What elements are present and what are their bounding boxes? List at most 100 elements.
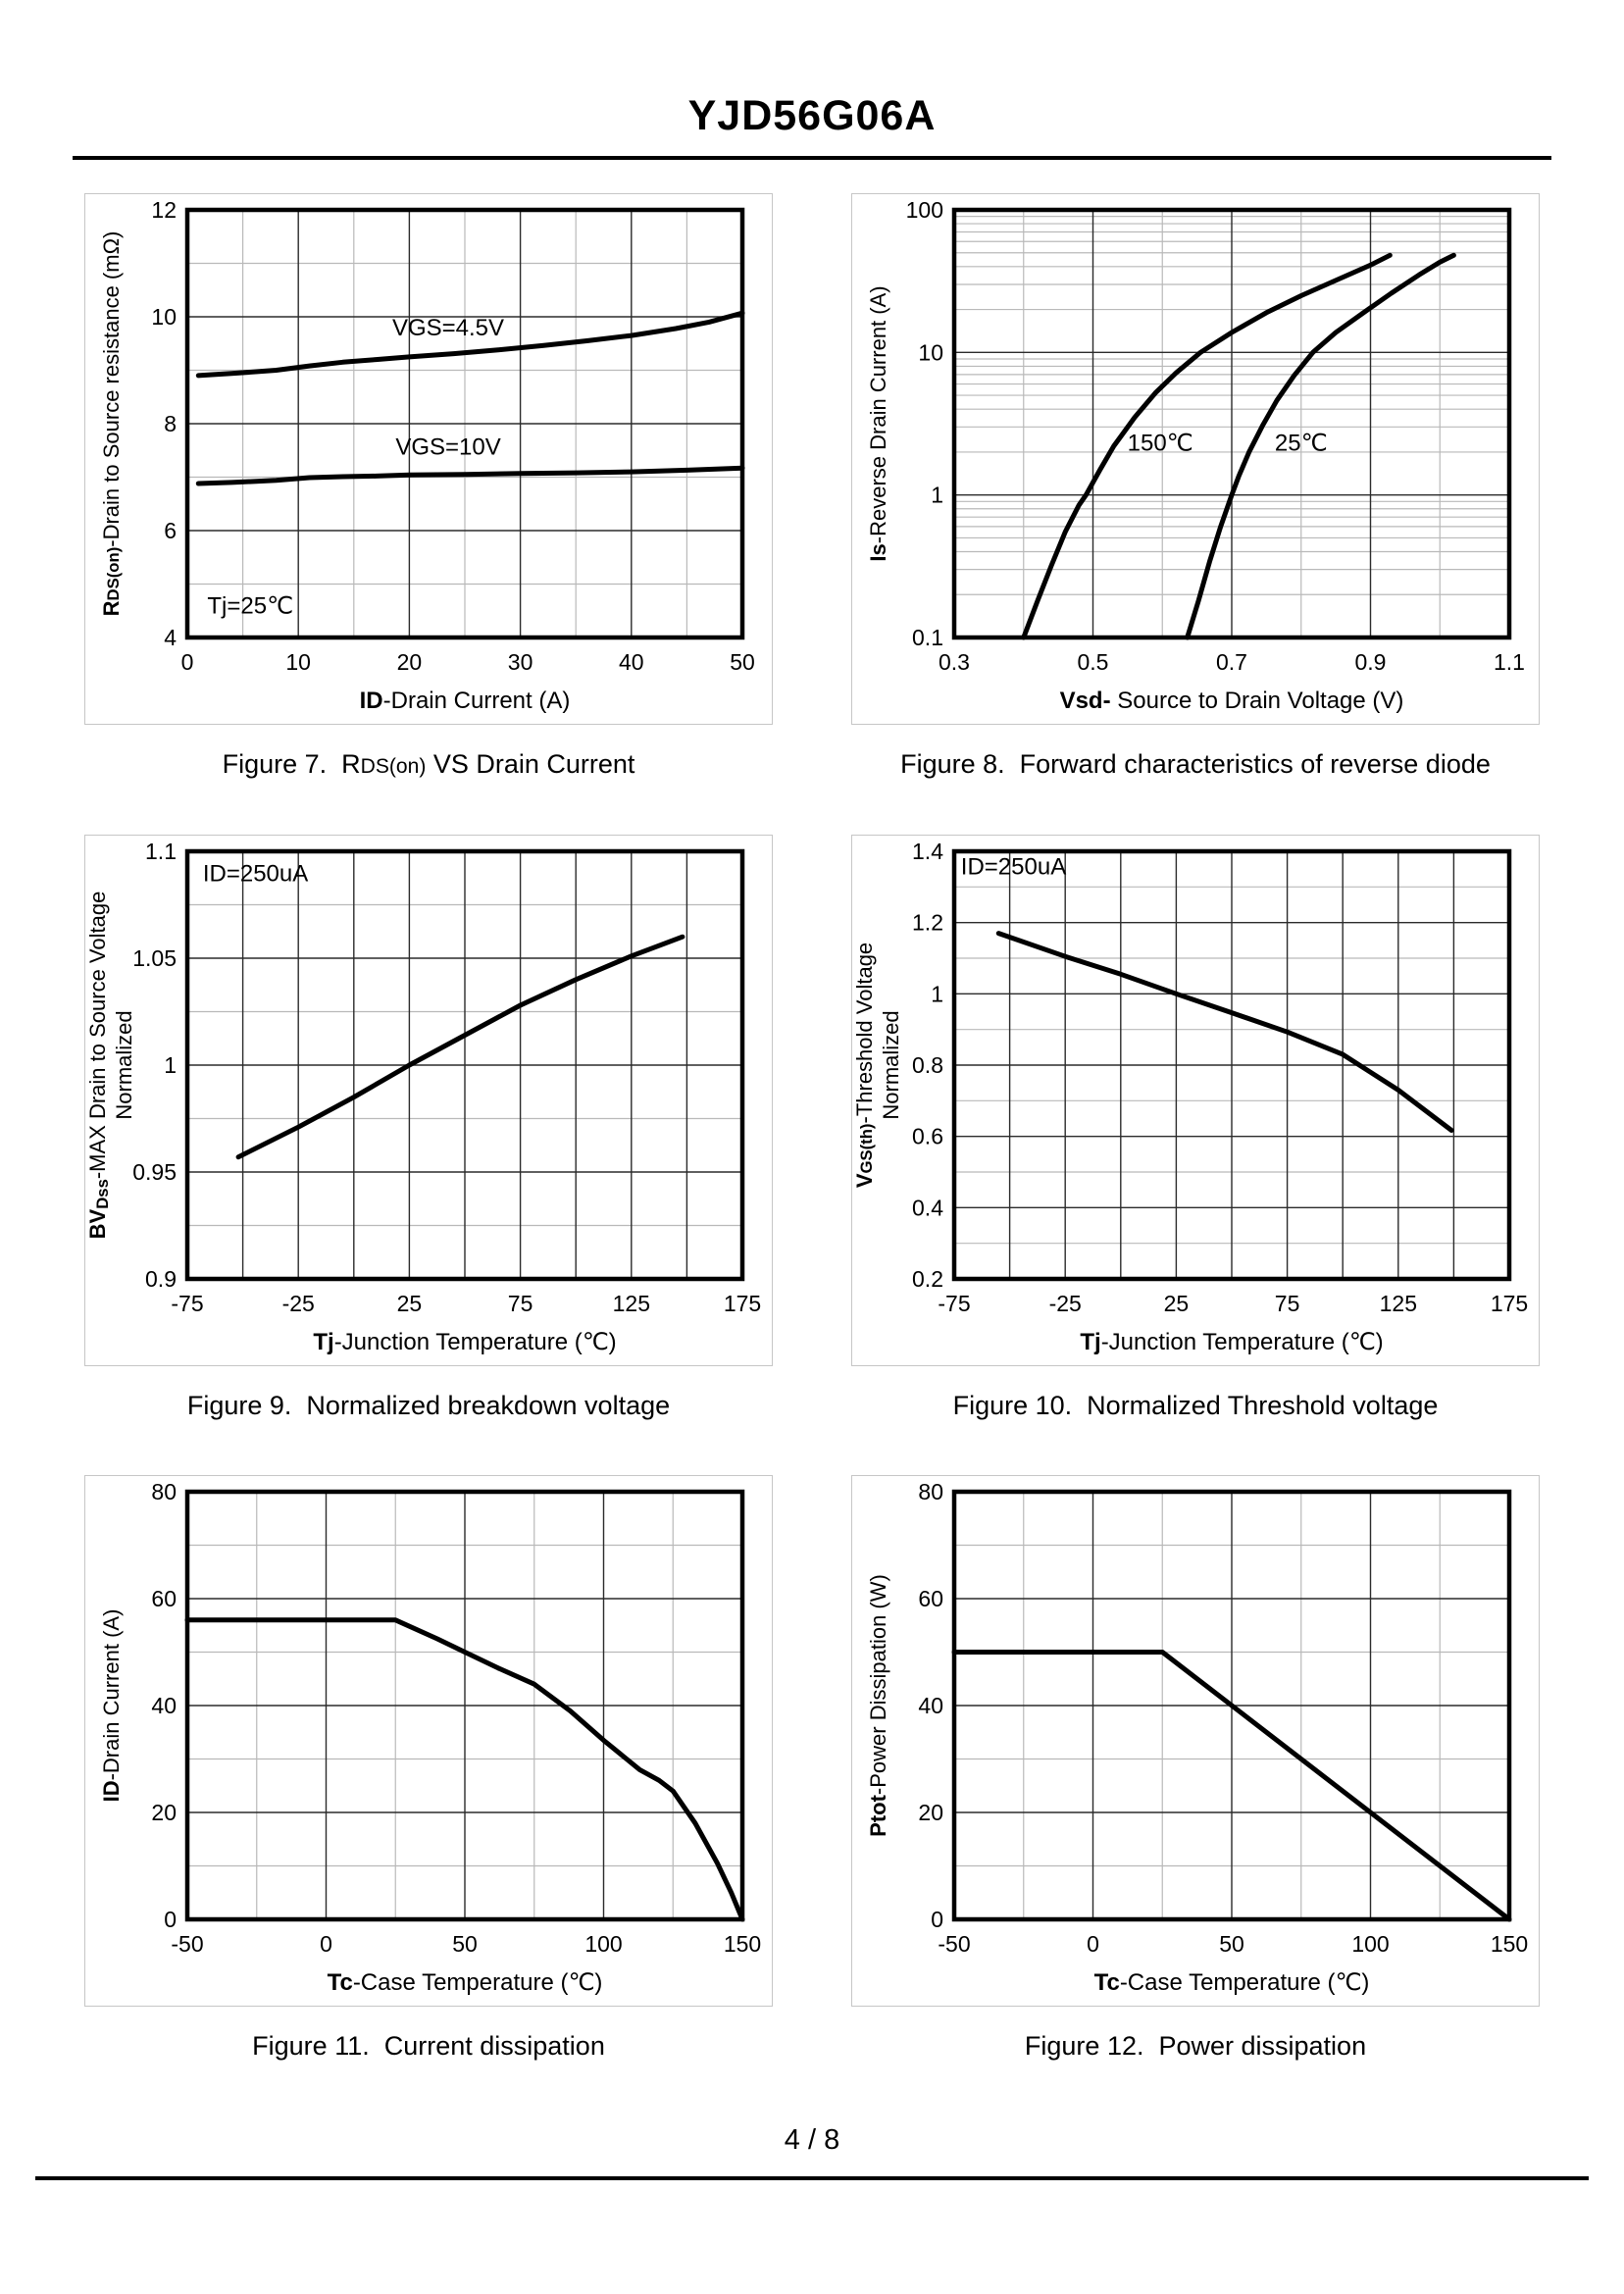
caption-text: Figure 10. Normalized Threshold voltage (952, 1390, 1439, 1420)
x-tick-label: -75 (938, 1291, 970, 1316)
page-header: YJD56G06A (0, 0, 1624, 160)
figure-8: 0.3 0.5 0.7 0.9 1.1 0.1 1 10 100 Vsd- Source to D… (851, 193, 1540, 780)
figure-10-chart: -75 -25 25 75 125 175 0.2 0.4 0.6 0.8 1 1.2 1.4 Tj-Ju… (852, 839, 1528, 1355)
figure-caption: Figure 9. Normalized breakdown voltage (186, 1390, 671, 1421)
x-tick-label: 50 (1219, 1931, 1244, 1957)
y-tick-label: 0.4 (912, 1195, 943, 1220)
plot-frame (951, 848, 1512, 1281)
x-tick-label: 0.3 (939, 649, 970, 675)
y-tick-label: 60 (918, 1586, 943, 1611)
y-axis-title-line2: Normalized (112, 1010, 136, 1119)
figure-caption: Figure 7. RDS(on) VS Drain Current (222, 749, 635, 780)
x-tick-label: 100 (1351, 1931, 1389, 1957)
y-tick-label: 1 (164, 1052, 177, 1078)
series-25c (1185, 252, 1456, 640)
x-axis-title: Tj-Junction Temperature (℃) (313, 1329, 616, 1355)
annotation: VGS=10V (395, 434, 500, 461)
x-axis-title: Tc-Case Temperature (℃) (328, 1969, 603, 1996)
caption-text: Figure 11. Current dissipation (252, 2031, 605, 2062)
series-layer (951, 1650, 1512, 1922)
grid-layer (954, 850, 1509, 1279)
grid-layer (187, 850, 742, 1279)
x-tick-label: 175 (724, 1291, 761, 1316)
y-axis-title-line1: ID-Drain Current (A) (99, 1609, 124, 1803)
annotation: Tj=25℃ (207, 592, 293, 619)
x-tick-label: 10 (285, 649, 311, 675)
y-axis-title-line1: Ptot-Power Dissipation (W) (866, 1575, 890, 1838)
annotation: ID=250uA (203, 860, 308, 887)
y-axis-title-line1: VGS(th)-Threshold Voltage (852, 943, 877, 1188)
figure-caption: Figure 11. Current dissipation (252, 2032, 605, 2062)
series-layer (235, 934, 685, 1159)
annotation: VGS=4.5V (392, 315, 504, 341)
annotation: 25℃ (1275, 430, 1328, 456)
y-tick-label: 1 (931, 483, 943, 508)
x-tick-label: 0.5 (1078, 649, 1109, 675)
series-layer (184, 1617, 745, 1922)
plot-frame (184, 1490, 745, 1922)
x-axis-title: Vsd- Source to Drain Voltage (V) (1060, 688, 1404, 714)
y-tick-label: 80 (918, 1479, 943, 1504)
y-tick-label: 12 (151, 197, 177, 223)
plot-frame (951, 207, 1512, 640)
figure-caption: Figure 10. Normalized Threshold voltage (952, 1390, 1439, 1421)
footer-rule (35, 2176, 1589, 2180)
x-tick-label: 50 (730, 649, 755, 675)
plot-frame (184, 207, 745, 640)
series-vgs-4-5v (195, 310, 745, 379)
x-tick-label: 150 (724, 1931, 761, 1957)
y-axis-title-line1: Is-Reverse Drain Current (A) (866, 285, 890, 561)
x-tick-label: 0 (181, 649, 194, 675)
plot-frame (951, 1490, 1512, 1922)
y-tick-label: 0.8 (912, 1052, 943, 1078)
series-layer (1021, 252, 1456, 640)
page-number: 4 / 8 (784, 2124, 840, 2156)
chart-frame: -50 0 50 100 150 0 20 40 60 80 Tc-Case Temperature… (851, 1475, 1540, 2008)
x-tick-label: 40 (619, 649, 644, 675)
chart-frame: -50 0 50 100 150 0 20 40 60 80 Tc-Case Temperature… (84, 1475, 773, 2008)
x-tick-label: -50 (938, 1931, 970, 1957)
y-tick-label: 1 (931, 981, 943, 1006)
x-tick-label: 20 (397, 649, 423, 675)
series-layer (195, 310, 745, 486)
annotation: ID=250uA (961, 853, 1066, 880)
y-tick-label: 0 (931, 1907, 943, 1932)
grid-layer (187, 1492, 742, 1920)
y-tick-label: 20 (918, 1800, 943, 1825)
x-tick-label: 50 (452, 1931, 478, 1957)
y-tick-label: 1.1 (145, 839, 177, 864)
caption-text: Figure 12. Power dissipation (1024, 2031, 1367, 2062)
y-tick-label: 1.4 (912, 839, 943, 864)
y-tick-label: 100 (906, 197, 943, 223)
figure-9: -75 -25 25 75 125 175 0.9 0.95 1 1.05 1.1 Tj-Juncti… (84, 834, 773, 1421)
x-tick-label: 0.9 (1355, 649, 1387, 675)
y-tick-label: 10 (918, 339, 943, 365)
y-tick-label: 8 (164, 411, 177, 436)
y-tick-label: 0.9 (145, 1266, 177, 1292)
caption-text: Figure 7. R (222, 749, 361, 779)
x-tick-label: 125 (1380, 1291, 1417, 1316)
y-tick-label: 80 (151, 1479, 177, 1504)
y-tick-label: 6 (164, 518, 177, 543)
x-axis-title: Tj-Junction Temperature (℃) (1080, 1329, 1383, 1355)
x-tick-label: 0 (1087, 1931, 1099, 1957)
y-tick-label: 10 (151, 304, 177, 330)
y-tick-label: 0.6 (912, 1123, 943, 1148)
y-axis-title-line1: RDS(on)-Drain to Source resistance (mΩ) (99, 231, 124, 617)
series-bvdss-normalized (235, 934, 685, 1159)
x-tick-label: 1.1 (1494, 649, 1525, 675)
page-footer: 4 / 8 (0, 2124, 1624, 2180)
figure-9-chart: -75 -25 25 75 125 175 0.9 0.95 1 1.05 1.1 Tj-Juncti… (85, 839, 761, 1355)
figures-grid: 0 10 20 30 40 50 4 6 8 10 12 ID-Drain Current (A) RD… (0, 160, 1624, 2062)
y-tick-label: 40 (918, 1693, 943, 1718)
x-tick-label: 0.7 (1216, 649, 1247, 675)
chart-frame: -75 -25 25 75 125 175 0.9 0.95 1 1.05 1.1 Tj-Juncti… (84, 834, 773, 1366)
y-tick-label: 20 (151, 1800, 177, 1825)
x-tick-label: 25 (397, 1291, 423, 1316)
x-axis-title: Tc-Case Temperature (℃) (1094, 1969, 1370, 1996)
series-vgs-10v (195, 465, 745, 486)
caption-text: Figure 9. Normalized breakdown voltage (186, 1390, 671, 1420)
plot-frame (184, 848, 745, 1281)
y-axis-title-line2: Normalized (879, 1010, 903, 1119)
